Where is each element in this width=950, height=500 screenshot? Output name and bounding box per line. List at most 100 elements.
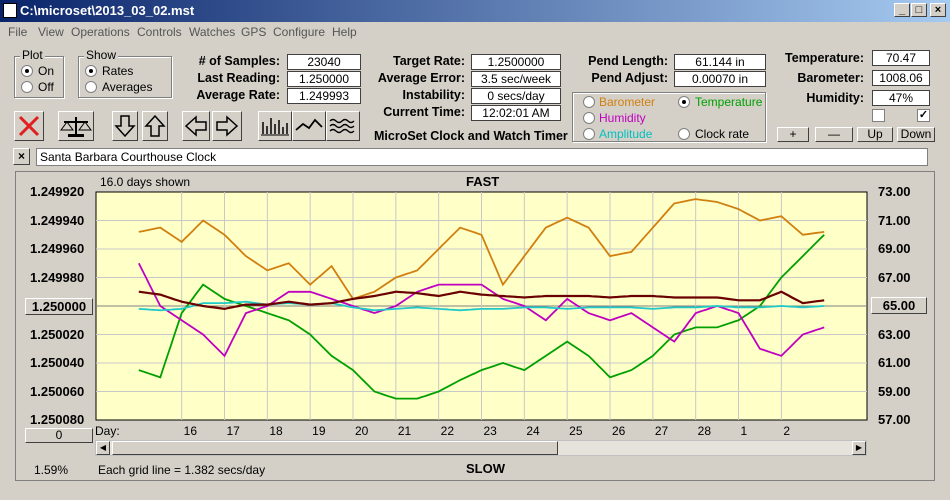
show-averages-label: Averages <box>102 80 153 94</box>
plot-off-radio[interactable] <box>21 81 33 93</box>
humidity-radio[interactable] <box>583 112 595 124</box>
show-environment-checkbox[interactable] <box>872 109 885 122</box>
scroll-thumb[interactable] <box>112 441 558 455</box>
instability-value: 0 secs/day <box>471 88 561 104</box>
horizontal-scrollbar[interactable]: ◀ ▶ <box>95 440 867 456</box>
day-tick-label: 27 <box>654 424 669 438</box>
menu-operations[interactable]: Operations <box>71 25 130 39</box>
menu-help[interactable]: Help <box>332 25 357 39</box>
series-line-humidity <box>137 262 825 358</box>
menu-bar: File View Operations Controls Watches GP… <box>0 22 950 42</box>
menu-view[interactable]: View <box>38 25 64 39</box>
scroll-right-arrow[interactable]: ▶ <box>852 441 866 455</box>
show-group-title: Show <box>84 48 119 62</box>
close-clock-button[interactable]: × <box>13 148 30 165</box>
left-tick-label: 1.249960 <box>30 241 85 256</box>
menu-controls[interactable]: Controls <box>137 25 182 39</box>
humidity-label: Humidity: <box>806 91 864 105</box>
center-rate-button[interactable]: 1.250000 <box>25 298 93 315</box>
right-tick-label: 73.00 <box>878 184 911 199</box>
zoom-out-button[interactable]: — <box>815 127 853 142</box>
arrow-left-button[interactable] <box>182 111 210 141</box>
wave-graph-button[interactable] <box>326 111 360 141</box>
arrow-down-icon <box>114 115 136 138</box>
average-error-label: Average Error: <box>377 71 465 85</box>
clock-name-text: Santa Barbara Courthouse Clock <box>40 150 217 164</box>
histogram-button[interactable] <box>258 111 292 141</box>
arrow-right-button[interactable] <box>212 111 242 141</box>
offset-button[interactable]: 0 <box>25 428 93 443</box>
series-line-amplitude <box>138 300 825 312</box>
clear-data-button[interactable] <box>14 111 44 141</box>
clock-name-field[interactable]: Santa Barbara Courthouse Clock <box>36 148 928 166</box>
arrow-up-button[interactable] <box>142 111 168 141</box>
center-scale-button[interactable]: 65.00 <box>871 297 927 314</box>
scroll-left-arrow[interactable]: ◀ <box>96 441 110 455</box>
pend-length-label: Pend Length: <box>588 54 668 68</box>
right-tick-label: 57.00 <box>878 412 911 427</box>
day-tick-label: 24 <box>526 424 540 438</box>
average-rate-label: Average Rate: <box>196 88 280 102</box>
show-rates-label: Rates <box>102 64 134 78</box>
barometer-radio[interactable] <box>583 96 595 108</box>
day-tick-label: 18 <box>269 424 283 438</box>
pend-length-value[interactable]: 61.144 in <box>674 54 766 70</box>
menu-file[interactable]: File <box>8 25 28 39</box>
series-line-rate <box>138 290 825 311</box>
left-tick-label: 1.250020 <box>30 326 85 342</box>
target-rate-value[interactable]: 1.2500000 <box>471 54 561 70</box>
plot-off-label: Off <box>38 80 54 94</box>
arrow-left-icon <box>184 115 207 137</box>
window-title: C:\microset\2013_03_02.mst <box>20 3 195 18</box>
amplitude-option-label: Amplitude <box>599 127 653 141</box>
average-error-value: 3.5 sec/week <box>471 71 561 87</box>
menu-watches[interactable]: Watches <box>189 25 236 39</box>
days-shown-label: 16.0 days shown <box>100 175 191 189</box>
scroll-down-button[interactable]: Down <box>897 127 935 142</box>
histogram-icon <box>261 118 289 136</box>
day-tick-label: 26 <box>612 424 626 438</box>
barometer-label: Barometer: <box>797 71 864 85</box>
menu-gps[interactable]: GPS <box>241 25 267 39</box>
temperature-label: Temperature: <box>785 51 864 65</box>
temperature-radio[interactable] <box>678 96 690 108</box>
current-time-value: 12:02:01 AM <box>471 105 561 121</box>
right-tick-label: 67.00 <box>878 269 911 285</box>
left-tick-label: 1.250040 <box>30 355 85 370</box>
day-tick-label: 20 <box>355 424 369 438</box>
show-rate-checkbox[interactable]: ✓ <box>917 109 930 122</box>
target-rate-label: Target Rate: <box>392 54 465 68</box>
maximize-button[interactable]: □ <box>911 3 927 17</box>
current-time-label: Current Time: <box>383 105 465 119</box>
temperature-value: 70.47 <box>872 50 930 66</box>
chart-svg[interactable] <box>16 172 934 480</box>
left-tick-label: 1.250060 <box>30 383 85 399</box>
balance-button[interactable] <box>58 111 94 141</box>
plot-on-label: On <box>38 64 55 78</box>
app-icon <box>3 3 17 18</box>
right-tick-label: 59.00 <box>878 383 911 399</box>
right-tick-label: 63.00 <box>878 326 911 342</box>
wave-icon <box>329 118 355 134</box>
left-tick-label: 1.249940 <box>30 212 85 228</box>
plot-on-radio[interactable] <box>21 65 33 77</box>
line-graph-button[interactable] <box>292 111 326 141</box>
close-window-button[interactable]: × <box>930 3 946 17</box>
scroll-up-button[interactable]: Up <box>857 127 893 142</box>
barometer-option-label: Barometer <box>599 95 656 109</box>
clock-rate-radio[interactable] <box>678 128 690 140</box>
right-tick-label: 61.00 <box>878 355 911 370</box>
menu-configure[interactable]: Configure <box>273 25 326 39</box>
arrow-down-button[interactable] <box>112 111 138 141</box>
pend-adjust-label: Pend Adjust: <box>591 71 668 85</box>
zoom-in-button[interactable]: + <box>777 127 809 142</box>
amplitude-radio[interactable] <box>583 128 595 140</box>
minimize-button[interactable]: _ <box>894 3 910 17</box>
last-reading-value: 1.250000 <box>287 71 361 87</box>
right-tick-label: 69.00 <box>878 241 911 256</box>
show-rates-radio[interactable] <box>85 65 97 77</box>
clock-rate-option-label: Clock rate <box>695 127 750 141</box>
show-averages-radio[interactable] <box>85 81 97 93</box>
day-tick-label: 28 <box>697 424 712 438</box>
pend-adjust-value: 0.00070 in <box>674 71 766 87</box>
